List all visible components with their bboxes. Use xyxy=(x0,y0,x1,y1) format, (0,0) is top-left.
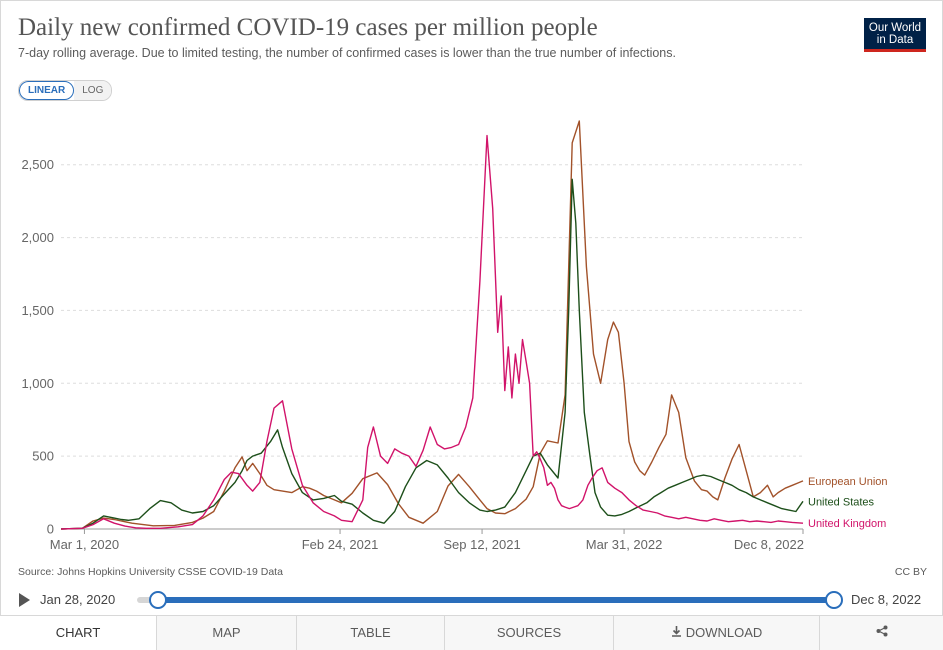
logo-line-2: in Data xyxy=(876,34,914,46)
y-tick-label: 2,000 xyxy=(21,230,54,245)
tab-table[interactable]: TABLE xyxy=(297,616,445,650)
x-tick-label: Mar 31, 2022 xyxy=(586,537,663,552)
tab-chart[interactable]: CHART xyxy=(0,616,157,650)
linear-scale-button[interactable]: LINEAR xyxy=(19,81,75,100)
y-tick-label: 1,000 xyxy=(21,376,54,391)
y-tick-label: 2,500 xyxy=(21,157,54,172)
x-axis: Mar 1, 2020 Feb 24, 2021 Sep 12, 2021 Mar 3… xyxy=(50,528,804,552)
legend: European Union United States United Kingdo… xyxy=(808,476,888,530)
timeline-start-label: Jan 28, 2020 xyxy=(40,592,116,607)
scale-toggle: LINEAR LOG xyxy=(18,80,113,101)
log-scale-button[interactable]: LOG xyxy=(74,81,112,100)
timeline-range-fill xyxy=(158,597,834,603)
x-tick-label: Mar 1, 2020 xyxy=(50,537,119,552)
x-tick-label: Feb 24, 2021 xyxy=(302,537,379,552)
tab-share[interactable] xyxy=(820,616,943,650)
timeline-slider: Jan 28, 2020 Dec 8, 2022 xyxy=(0,588,943,612)
source-note[interactable]: Source: Johns Hopkins University CSSE CO… xyxy=(18,566,283,578)
tab-bar: CHART MAP TABLE SOURCES DOWNLOAD xyxy=(0,615,943,650)
tab-sources[interactable]: SOURCES xyxy=(445,616,614,650)
tab-map[interactable]: MAP xyxy=(157,616,297,650)
y-tick-label: 1,500 xyxy=(21,303,54,318)
y-tick-label: 500 xyxy=(32,449,54,464)
x-tick-label: Dec 8, 2022 xyxy=(734,537,804,552)
play-icon[interactable] xyxy=(19,593,30,607)
gridlines xyxy=(61,164,803,457)
owid-logo[interactable]: Our World in Data xyxy=(864,18,926,52)
tab-download[interactable]: DOWNLOAD xyxy=(614,616,820,650)
download-icon xyxy=(671,616,682,650)
timeline-end-label: Dec 8, 2022 xyxy=(851,592,922,607)
series-line-united-kingdom xyxy=(60,134,804,530)
share-icon xyxy=(876,625,888,640)
tab-download-label: DOWNLOAD xyxy=(685,625,763,640)
series-lines xyxy=(60,120,804,530)
legend-label-european-union: European Union xyxy=(808,476,888,488)
series-line-european-union xyxy=(60,120,804,530)
y-axis-labels: 0 500 1,000 1,500 2,000 2,500 xyxy=(21,157,54,536)
x-tick-label: Sep 12, 2021 xyxy=(443,537,520,552)
line-chart: 0 500 1,000 1,500 2,000 2,500 Mar 1, 2020 Feb … xyxy=(21,120,888,552)
timeline-start-handle[interactable] xyxy=(149,591,167,609)
license-label[interactable]: CC BY xyxy=(894,566,927,578)
timeline-end-handle[interactable] xyxy=(825,591,843,609)
chart-subtitle: 7-day rolling average. Due to limited te… xyxy=(18,46,676,60)
legend-label-united-kingdom: United Kingdom xyxy=(808,518,886,530)
logo-line-1: Our World xyxy=(868,22,922,34)
legend-label-united-states: United States xyxy=(808,496,875,508)
y-tick-label: 0 xyxy=(47,522,54,537)
series-line-united-states xyxy=(60,178,804,530)
chart-title: Daily new confirmed COVID-19 cases per m… xyxy=(18,14,598,41)
